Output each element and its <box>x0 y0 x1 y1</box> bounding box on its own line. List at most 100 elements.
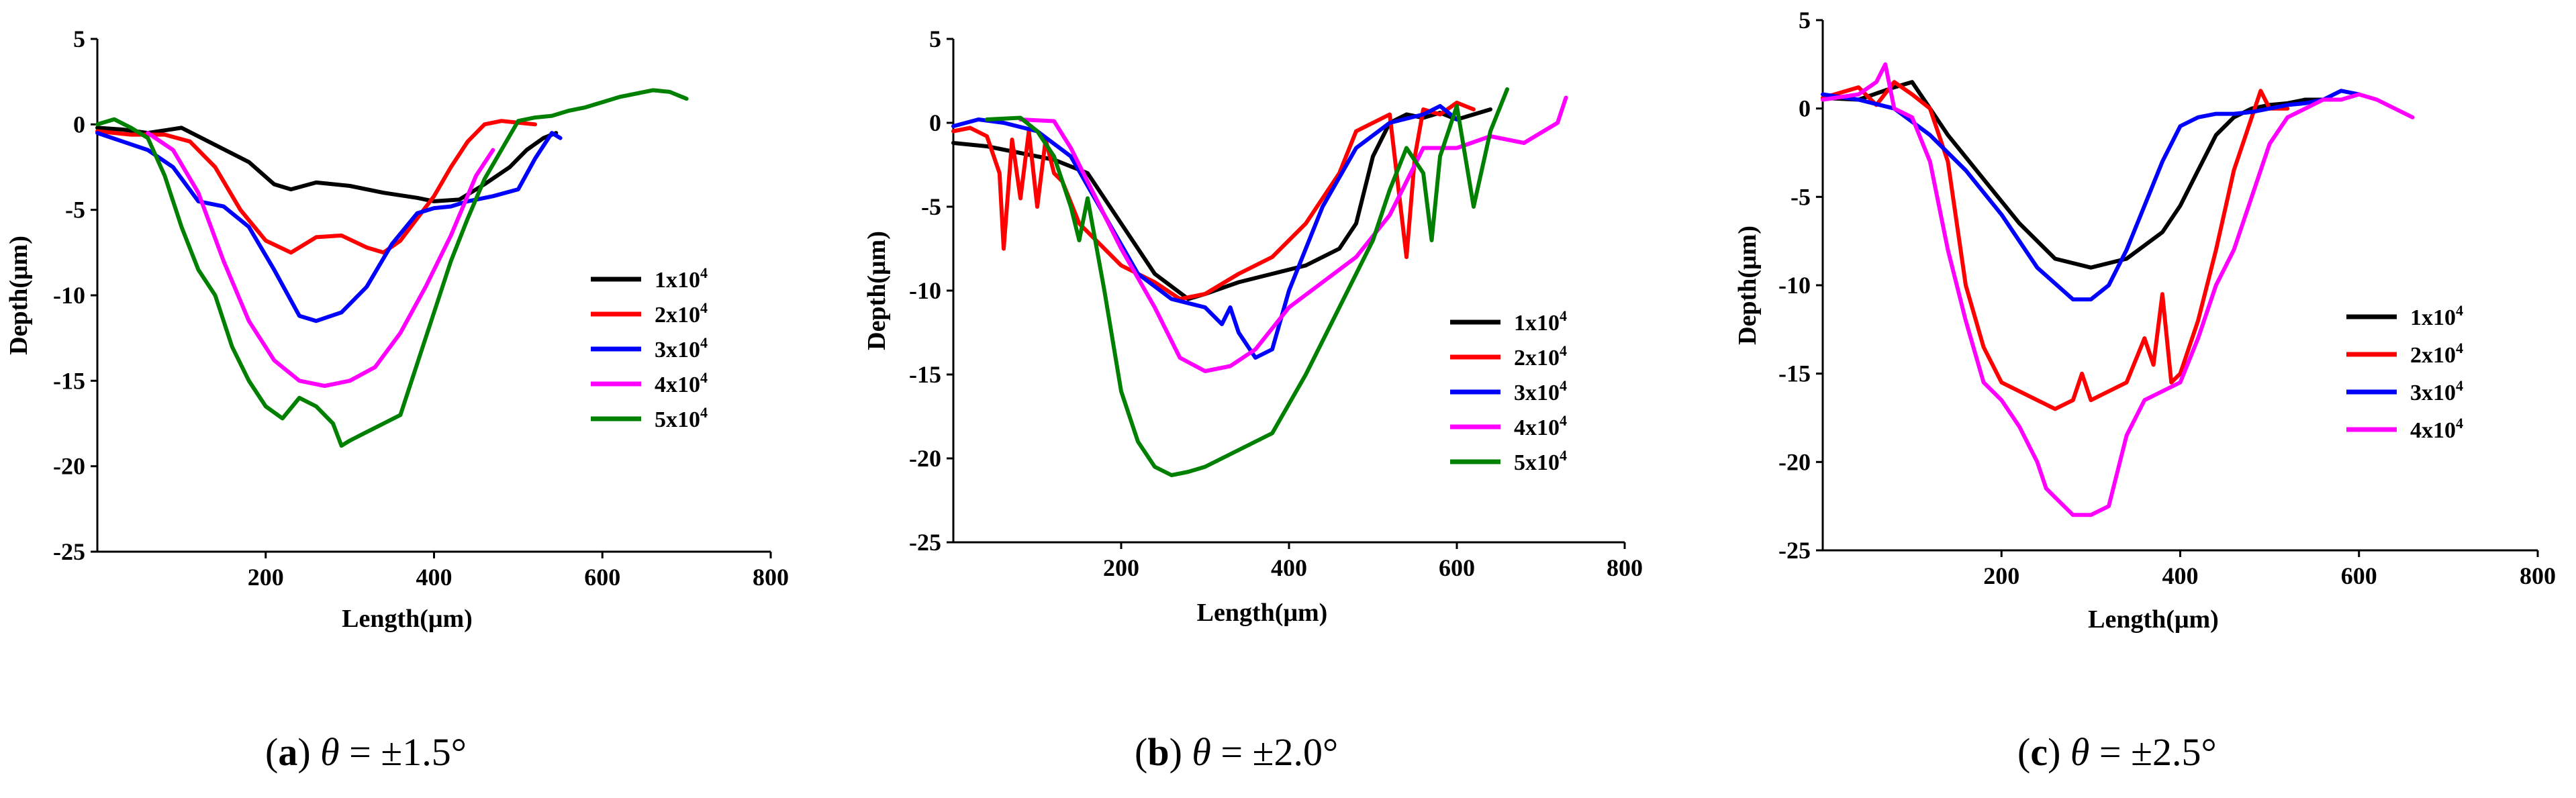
caption-part: ( <box>2017 730 2030 774</box>
x-axis-title: Length(μm) <box>1197 599 1328 627</box>
x-tick-label: 800 <box>753 564 789 591</box>
y-tick-label: -5 <box>65 197 85 223</box>
caption-part: ) <box>1170 730 1192 774</box>
y-tick-label: -20 <box>1778 448 1811 475</box>
caption-part: = ±2.5° <box>2089 730 2216 774</box>
y-tick-label: -15 <box>1778 360 1811 387</box>
x-tick-label: 800 <box>1607 554 1643 581</box>
caption-part: c <box>2030 730 2048 774</box>
legend-label: 3x104 <box>2410 377 2463 405</box>
legend-label: 5x104 <box>1514 447 1567 475</box>
x-tick-label: 400 <box>2162 562 2199 589</box>
y-tick-label: -5 <box>1791 183 1811 210</box>
series-line-1 <box>951 107 1492 301</box>
caption-part: = ±2.0° <box>1211 730 1338 774</box>
x-tick-label: 200 <box>1983 562 2019 589</box>
caption-part: = ±1.5° <box>340 730 467 774</box>
panel-caption: (b) θ = ±2.0° <box>1135 730 1338 774</box>
y-tick-label: -25 <box>1778 537 1811 564</box>
panel-caption: (a) θ = ±1.5° <box>265 730 467 774</box>
caption-part: ( <box>1135 730 1147 774</box>
y-tick-label: -15 <box>53 367 85 394</box>
y-tick-label: 0 <box>1799 95 1811 122</box>
legend-label: 4x104 <box>655 369 708 397</box>
legend-label: 4x104 <box>2410 415 2463 443</box>
y-tick-label: -25 <box>909 529 941 556</box>
legend-exponent: 4 <box>700 299 708 316</box>
y-tick-label: -10 <box>1778 272 1811 299</box>
x-tick-label: 200 <box>248 564 284 591</box>
caption-part: ) <box>2048 730 2070 774</box>
caption-part: ( <box>265 730 278 774</box>
series-line-3 <box>1821 89 2361 302</box>
x-tick-label: 400 <box>416 564 452 591</box>
series-line-4 <box>1018 95 1568 373</box>
y-tick-label: 0 <box>73 111 85 138</box>
panel-caption: (c) θ = ±2.5° <box>2017 730 2217 774</box>
legend-label: 1x104 <box>2410 302 2463 330</box>
y-tick-label: -25 <box>53 538 85 565</box>
legend-exponent: 4 <box>1560 307 1567 324</box>
y-tick-label: -20 <box>909 445 941 472</box>
series-line-5 <box>985 87 1509 477</box>
series-line-2 <box>951 101 1476 301</box>
legend-exponent: 4 <box>2456 340 2463 356</box>
series-line-4 <box>1821 62 2415 517</box>
x-tick-label: 600 <box>1439 554 1475 581</box>
y-tick-label: -20 <box>53 453 85 480</box>
series-line-4 <box>146 131 495 388</box>
chart-panel-c: 5 0 -5 -10 -15 -20 -25 200 400 600 800 Length(μm) De… <box>1733 7 2556 774</box>
x-tick-label: 600 <box>584 564 620 591</box>
legend-label: 1x104 <box>1514 307 1567 336</box>
legend-label: 5x104 <box>655 404 708 432</box>
series-line-1 <box>95 126 559 203</box>
legend-label: 2x104 <box>655 299 708 328</box>
caption-part: ) <box>297 730 320 774</box>
legend-label: 3x104 <box>1514 377 1567 405</box>
y-tick-label: 0 <box>929 109 941 136</box>
y-tick-label: -10 <box>909 277 941 304</box>
x-tick-label: 600 <box>2341 562 2377 589</box>
legend-exponent: 4 <box>700 369 708 386</box>
legend-exponent: 4 <box>1560 377 1567 394</box>
series-line-2 <box>1821 80 2290 411</box>
x-tick-label: 800 <box>2520 562 2556 589</box>
series-line-5 <box>95 88 689 448</box>
y-axis-title: Depth(μm) <box>1733 226 1762 345</box>
caption-part: a <box>278 730 297 774</box>
y-tick-label: -10 <box>53 282 85 309</box>
legend-exponent: 4 <box>700 404 708 421</box>
y-tick-label: -5 <box>921 193 941 220</box>
chart-panel-b: 5 0 -5 -10 -15 -20 -25 200 400 600 800 Length(μm) De… <box>863 26 1643 774</box>
caption-part: b <box>1147 730 1169 774</box>
y-tick-label: -15 <box>909 361 941 388</box>
legend-exponent: 4 <box>700 334 708 351</box>
chart-panel-a: 5 0 -5 -10 -15 -20 -25 200 400 600 800 Length(μm) De… <box>5 26 789 774</box>
legend-exponent: 4 <box>2456 415 2463 432</box>
legend-exponent: 4 <box>2456 377 2463 394</box>
x-axis-title: Length(μm) <box>2088 605 2219 634</box>
legend-exponent: 4 <box>700 264 708 281</box>
x-tick-label: 400 <box>1271 554 1307 581</box>
x-tick-label: 200 <box>1103 554 1139 581</box>
legend-exponent: 4 <box>1560 412 1567 429</box>
legend-exponent: 4 <box>1560 447 1567 464</box>
legend-label: 1x104 <box>655 264 708 293</box>
legend-exponent: 4 <box>1560 342 1567 359</box>
y-axis-title: Depth(μm) <box>5 236 33 355</box>
y-tick-label: 5 <box>1799 7 1811 34</box>
legend-exponent: 4 <box>2456 302 2463 319</box>
legend-label: 4x104 <box>1514 412 1567 440</box>
x-axis-title: Length(μm) <box>342 605 473 633</box>
caption-part: θ <box>1192 730 1211 774</box>
y-axis-title: Depth(μm) <box>863 231 891 350</box>
legend-label: 3x104 <box>655 334 708 362</box>
legend-label: 2x104 <box>1514 342 1567 370</box>
caption-part: θ <box>320 730 340 774</box>
series-line-2 <box>95 119 537 255</box>
y-tick-label: 5 <box>73 26 85 52</box>
caption-part: θ <box>2070 730 2090 774</box>
series-line-3 <box>951 104 1459 360</box>
y-tick-label: 5 <box>929 26 941 52</box>
